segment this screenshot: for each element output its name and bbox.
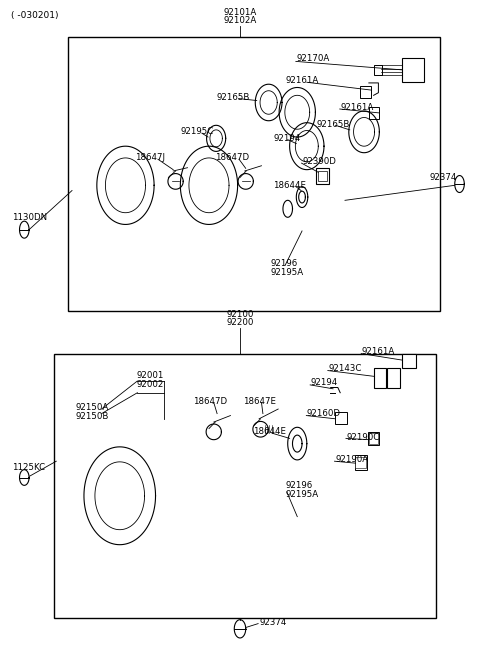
Text: 92101A: 92101A: [223, 8, 257, 17]
Text: 92194: 92194: [311, 379, 338, 388]
Text: 18647J: 18647J: [135, 153, 165, 162]
Bar: [54, 354, 436, 618]
Bar: [387, 368, 400, 388]
Text: 92170A: 92170A: [296, 54, 330, 64]
Bar: [68, 37, 441, 311]
Text: 92195A: 92195A: [270, 267, 303, 276]
Bar: [402, 58, 424, 82]
Bar: [369, 107, 379, 119]
Text: 92194: 92194: [274, 134, 300, 143]
Bar: [402, 354, 416, 368]
Text: 18647D: 18647D: [215, 153, 249, 162]
Text: 18644E: 18644E: [253, 427, 286, 436]
Text: 92143C: 92143C: [329, 364, 362, 373]
Bar: [316, 168, 329, 184]
Text: 92195C: 92195C: [180, 127, 214, 136]
Text: 1125KC: 1125KC: [12, 463, 45, 472]
Bar: [368, 432, 379, 445]
Text: 18647D: 18647D: [193, 397, 228, 405]
Text: 92200: 92200: [226, 318, 254, 328]
Text: 92161A: 92161A: [362, 347, 395, 356]
Bar: [318, 171, 327, 181]
Text: 92190A: 92190A: [336, 455, 369, 464]
Text: ( -030201): ( -030201): [11, 11, 59, 20]
Text: 92196: 92196: [286, 481, 313, 490]
Text: 92161A: 92161A: [340, 103, 373, 111]
Bar: [336, 412, 347, 424]
Text: 92150B: 92150B: [75, 412, 109, 421]
Text: 92190C: 92190C: [347, 432, 380, 441]
Text: 92195A: 92195A: [286, 490, 319, 499]
Text: 92374: 92374: [430, 173, 457, 182]
Text: 92001: 92001: [137, 371, 164, 380]
Text: 92165B: 92165B: [216, 93, 250, 102]
Text: 1130DN: 1130DN: [12, 214, 47, 223]
Text: 92002: 92002: [137, 380, 164, 389]
Text: 92160D: 92160D: [307, 409, 341, 418]
Text: 92390D: 92390D: [302, 157, 336, 166]
Text: 92102A: 92102A: [223, 16, 257, 26]
Bar: [373, 65, 382, 75]
Text: 92100: 92100: [226, 310, 254, 319]
Text: 92196: 92196: [270, 259, 297, 268]
Bar: [360, 86, 371, 98]
Bar: [369, 433, 378, 443]
Text: 92150A: 92150A: [75, 403, 108, 411]
Text: 92374: 92374: [259, 618, 287, 627]
Text: 92165B: 92165B: [316, 119, 350, 128]
Bar: [373, 368, 386, 388]
Text: 18644E: 18644E: [274, 181, 306, 190]
Text: 92161A: 92161A: [285, 77, 319, 85]
Bar: [355, 455, 367, 470]
Text: 18647E: 18647E: [243, 397, 276, 405]
Bar: [356, 457, 366, 468]
